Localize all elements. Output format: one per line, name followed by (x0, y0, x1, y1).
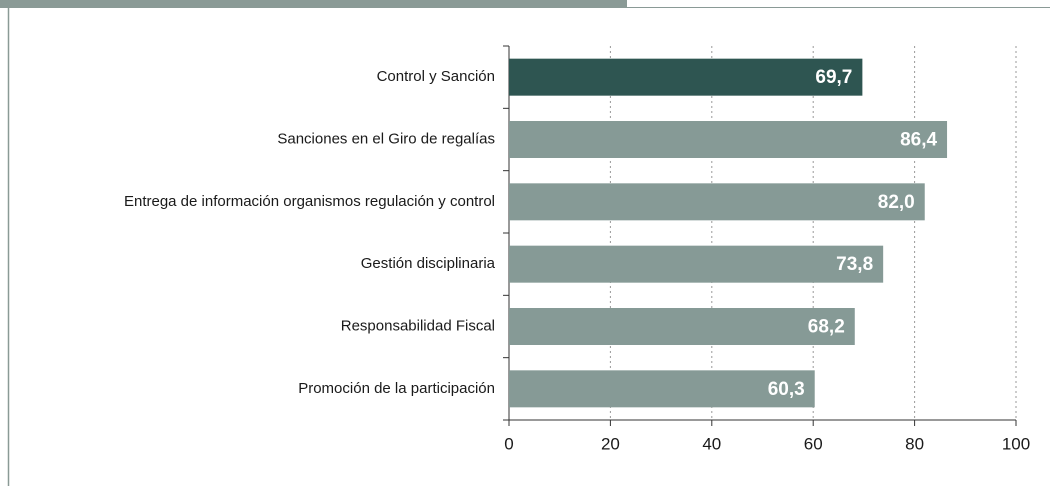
value-label: 68,2 (808, 317, 845, 338)
bar (509, 121, 948, 158)
value-label: 82,0 (878, 192, 915, 213)
bar (509, 370, 815, 408)
bar (509, 183, 925, 221)
header-band (0, 0, 627, 8)
y-tick-label: Promoción de la participación (298, 380, 495, 397)
bar (509, 58, 863, 96)
value-label: 86,4 (900, 130, 937, 151)
x-tick-label: 100 (1002, 434, 1030, 453)
x-tick-label: 20 (601, 434, 620, 453)
bar (509, 308, 855, 345)
value-label: 60,3 (768, 379, 805, 400)
value-label: 69,7 (815, 67, 852, 88)
x-tick-label: 60 (804, 434, 823, 453)
y-tick-label: Sanciones en el Giro de regalías (277, 130, 495, 147)
y-tick-label: Control y Sanción (377, 68, 495, 85)
bar (509, 245, 884, 283)
x-tick-label: 80 (905, 434, 924, 453)
y-tick-label: Gestión disciplinaria (361, 255, 496, 272)
y-tick-label: Entrega de información organismos regula… (124, 193, 495, 210)
value-label: 73,8 (836, 254, 873, 275)
x-tick-label: 40 (702, 434, 721, 453)
x-tick-label: 0 (504, 434, 513, 453)
y-tick-label: Responsabilidad Fiscal (341, 317, 495, 334)
